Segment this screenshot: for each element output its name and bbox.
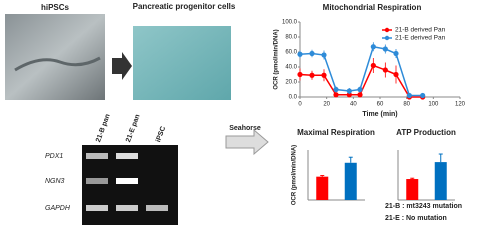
x-tick-label: 120 (455, 102, 466, 108)
image-label: Pancreatic progenitor cells (132, 2, 236, 11)
point (382, 46, 388, 52)
figure: hiPSCs 21-B pan 21-E pan iPSC PDX1 NGN3 … (5, 2, 466, 225)
point (297, 71, 303, 78)
x-tick-label: 20 (323, 102, 330, 108)
bar (434, 162, 447, 200)
point (346, 88, 352, 94)
x-tick-label: 40 (350, 102, 357, 108)
lane-label: 21-E pan (125, 113, 142, 143)
x-tick-label: 60 (377, 102, 384, 108)
gel-band (116, 178, 138, 184)
texture (14, 56, 101, 72)
bar (316, 176, 329, 200)
point (406, 92, 412, 99)
gel-band (86, 205, 108, 211)
gel-band (116, 205, 138, 211)
gene-label: NGN3 (45, 178, 65, 185)
point (357, 92, 363, 98)
point (333, 86, 339, 93)
gel-band (86, 178, 108, 184)
arrow (225, 128, 269, 156)
gel-band (86, 153, 108, 159)
y-tick-label: 40.0 (285, 65, 297, 71)
micrograph (133, 26, 231, 100)
y-tick-label: 20.0 (285, 80, 297, 86)
lane-label: iPSC (155, 126, 167, 144)
figure-canvas: hiPSCs 21-B pan 21-E pan iPSC PDX1 NGN3 … (5, 3, 466, 225)
y-tick-label: 100.0 (282, 20, 298, 26)
micrograph (5, 14, 105, 100)
y-tick-label: 60.0 (285, 50, 297, 56)
point (346, 92, 352, 98)
x-tick-label: 80 (403, 102, 410, 108)
point (370, 44, 376, 50)
point (321, 52, 327, 58)
bar (344, 162, 357, 200)
gene-label: GAPDH (45, 205, 71, 212)
chart-title: Mitochondrial Respiration (323, 3, 422, 12)
point (382, 67, 388, 73)
point (333, 92, 339, 98)
y-axis-label: OCR (pmol/min/DNA) (292, 145, 298, 205)
point (321, 72, 327, 78)
point (309, 50, 315, 57)
point (370, 62, 376, 69)
image-label: hiPSCs (41, 3, 70, 12)
gel-band (146, 205, 168, 211)
bar (406, 179, 419, 200)
legend-swatch (384, 35, 390, 41)
y-tick-label: 0.0 (289, 95, 298, 101)
method-label: Seahorse (229, 125, 261, 132)
chart-title: Maximal Respiration (297, 128, 375, 137)
legend-label: 21-E derived Pan (395, 35, 446, 42)
chart-title: ATP Production (396, 128, 456, 137)
x-tick-label: 100 (428, 102, 439, 108)
point (420, 92, 426, 99)
point (309, 72, 315, 78)
legend-label: 21-B derived Pan (395, 27, 446, 34)
legend-swatch (384, 27, 390, 33)
point (393, 71, 399, 78)
y-tick-label: 80.0 (285, 35, 297, 41)
note: 21-B : mt3243 mutation (385, 203, 462, 210)
point (393, 50, 399, 57)
y-axis-label: OCR (pmol/min/DNA) (274, 29, 280, 89)
x-axis-label: Time (min) (362, 111, 397, 118)
x-tick-label: 0 (298, 102, 302, 108)
arrow (112, 52, 132, 80)
note: 21-E : No mutation (385, 215, 447, 222)
point (357, 86, 363, 93)
lane-label: 21-B pan (95, 113, 112, 143)
gel-band (116, 153, 138, 159)
gene-label: PDX1 (45, 153, 63, 160)
point (297, 51, 303, 57)
